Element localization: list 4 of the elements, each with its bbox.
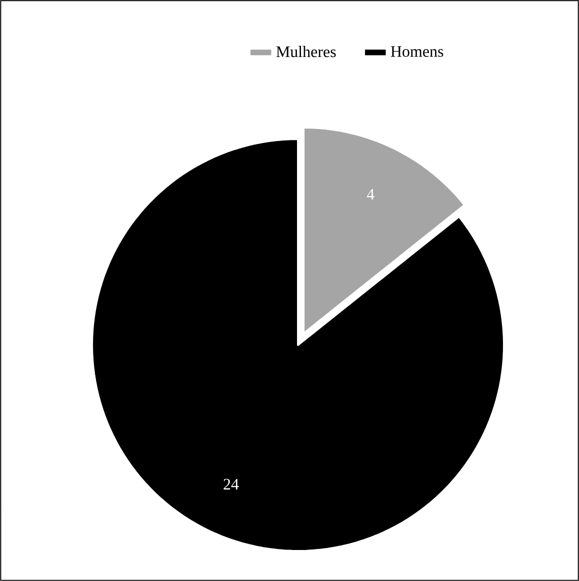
data-label: 24	[224, 478, 239, 490]
legend-label: Mulheres	[276, 46, 336, 58]
legend-label: Homens	[390, 46, 444, 57]
data-label: 4	[366, 189, 374, 200]
